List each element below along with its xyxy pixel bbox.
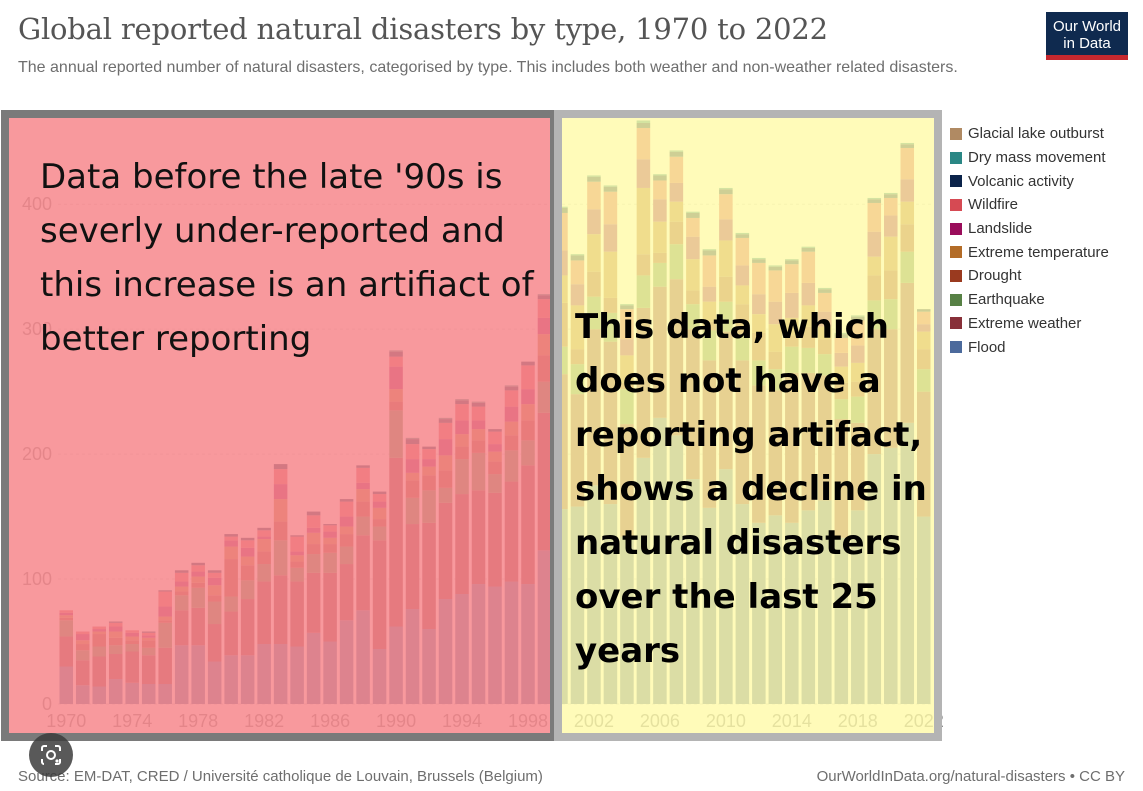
chart-subtitle: The annual reported number of natural di… <box>18 59 958 76</box>
annotation-under-reporting: Data before the late '90s is severly und… <box>40 157 534 359</box>
legend-swatch <box>950 127 962 140</box>
legend-swatch <box>950 317 962 330</box>
legend-item[interactable]: Earthquake <box>950 288 1109 312</box>
lens-glyph <box>41 745 61 765</box>
google-lens-icon[interactable] <box>29 733 73 777</box>
legend-item[interactable]: Volcanic activity <box>950 169 1109 193</box>
legend-swatch <box>950 222 962 235</box>
legend-swatch <box>950 246 962 259</box>
legend-item[interactable]: Wildfire <box>950 193 1109 217</box>
legend-item[interactable]: Drought <box>950 264 1109 288</box>
legend-label: Extreme temperature <box>968 243 1109 261</box>
source-note[interactable]: Source: EM-DAT, CRED / Université cathol… <box>18 768 543 785</box>
chart-legend: Glacial lake outburst Dry mass movement Vo… <box>950 122 1109 359</box>
legend-item[interactable]: Glacial lake outburst <box>950 122 1109 146</box>
legend-swatch <box>950 198 962 211</box>
logo-line-1: Our World <box>1052 18 1122 35</box>
legend-swatch <box>950 175 962 188</box>
logo-line-2: in Data <box>1063 35 1111 52</box>
legend-item[interactable]: Landslide <box>950 217 1109 241</box>
legend-label: Wildfire <box>968 196 1019 214</box>
legend-item[interactable]: Extreme weather <box>950 312 1109 336</box>
legend-label: Volcanic activity <box>968 172 1074 190</box>
legend-item[interactable]: Dry mass movement <box>950 146 1109 170</box>
legend-label: Earthquake <box>968 291 1045 309</box>
credit-link[interactable]: OurWorldInData.org/natural-disasters • C… <box>816 768 1125 785</box>
legend-swatch <box>950 151 962 164</box>
logo-accent-bar <box>1046 55 1128 60</box>
legend-label: Drought <box>968 267 1022 285</box>
legend-item[interactable]: Flood <box>950 335 1109 359</box>
overlay-before-late-90s <box>1 110 558 741</box>
overlay-recent-years <box>554 110 942 741</box>
stacked-bar-chart: 0100200300400197019741978198219861990199… <box>1 110 944 741</box>
owid-logo[interactable]: Our World in Data <box>1046 12 1128 60</box>
legend-swatch <box>950 293 962 306</box>
legend-label: Dry mass movement <box>968 149 1106 167</box>
chart-title: Global reported natural disasters by typ… <box>18 12 828 46</box>
legend-swatch <box>950 341 962 354</box>
annotation-decline: This data, which does not have a reporti… <box>575 307 927 671</box>
legend-label: Glacial lake outburst <box>968 125 1104 143</box>
legend-label: Landslide <box>968 220 1033 238</box>
legend-label: Flood <box>968 338 1006 356</box>
legend-item[interactable]: Extreme temperature <box>950 240 1109 264</box>
legend-swatch <box>950 269 962 282</box>
legend-label: Extreme weather <box>968 314 1082 332</box>
